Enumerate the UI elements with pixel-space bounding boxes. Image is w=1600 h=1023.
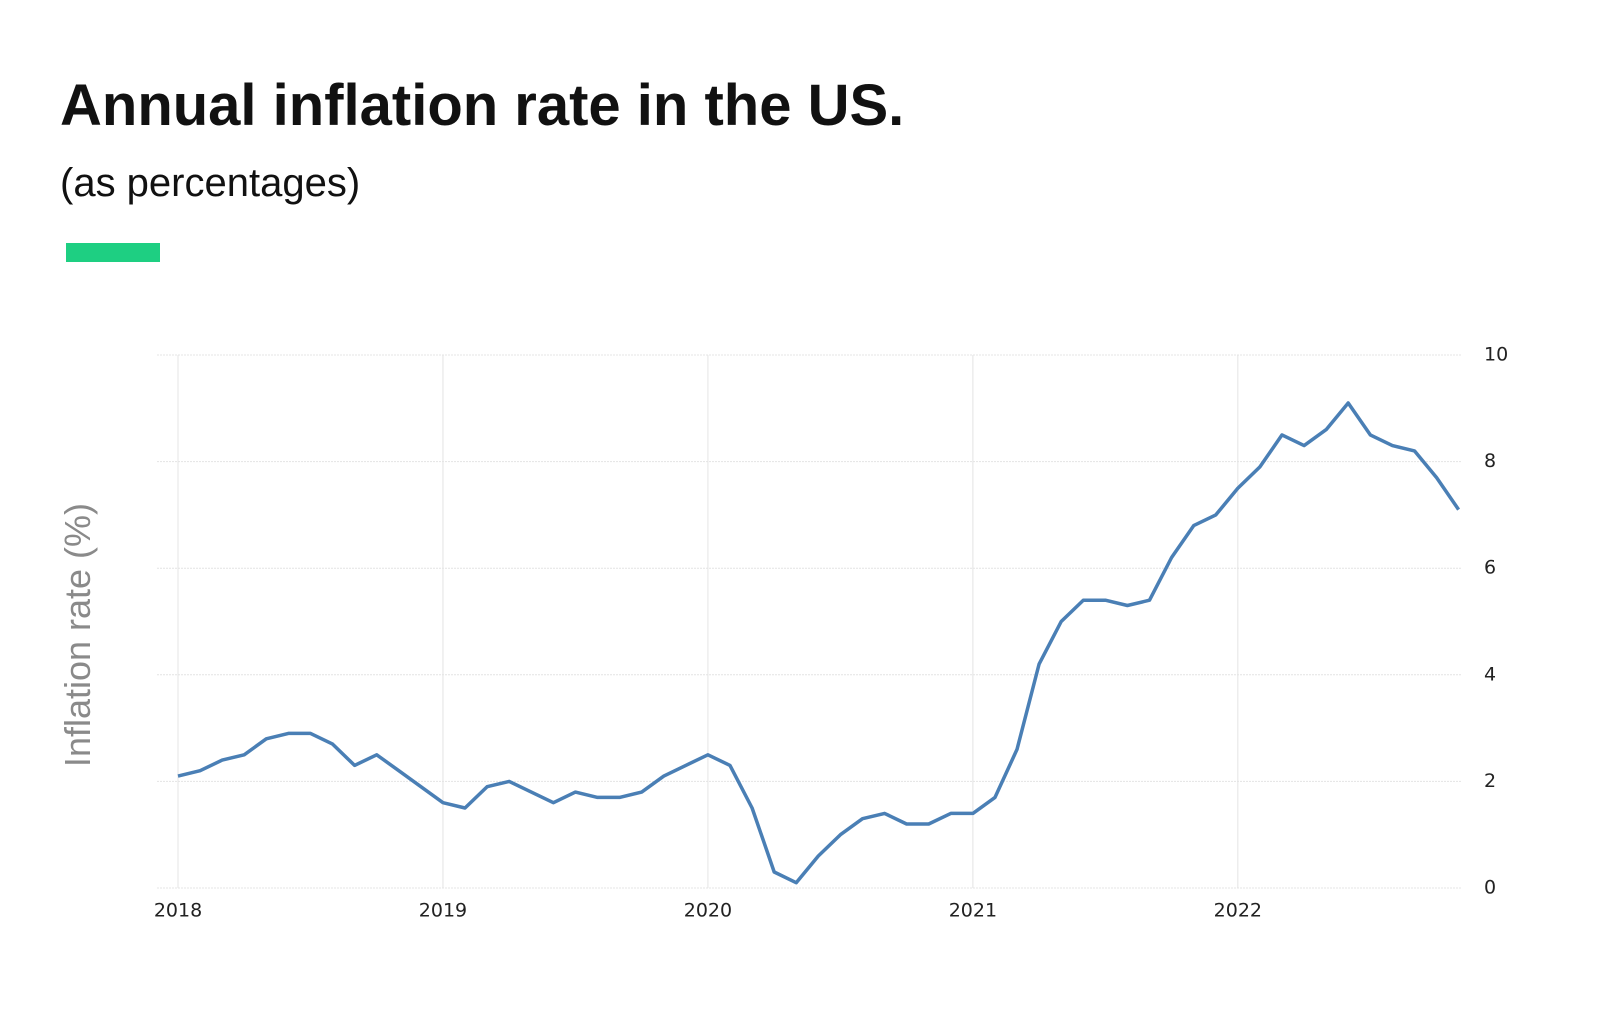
y-tick-label: 2	[1484, 770, 1496, 792]
x-tick-label: 2022	[1214, 900, 1262, 922]
x-tick-label: 2020	[684, 900, 732, 922]
x-tick-label: 2019	[419, 900, 467, 922]
y-tick-label: 10	[1484, 344, 1508, 366]
y-tick-label: 0	[1484, 877, 1496, 899]
chart-subtitle: (as percentages)	[60, 161, 360, 205]
chart-title: Annual inflation rate in the US.	[60, 73, 904, 138]
y-axis-label: Inflation rate (%)	[57, 503, 98, 767]
x-tick-label: 2021	[949, 900, 997, 922]
y-tick-label: 8	[1484, 450, 1496, 472]
x-tick-label: 2018	[154, 900, 202, 922]
y-tick-label: 6	[1484, 557, 1496, 579]
y-tick-label: 4	[1484, 663, 1496, 685]
data-line	[177, 401, 1461, 885]
accent-bar	[66, 243, 160, 262]
